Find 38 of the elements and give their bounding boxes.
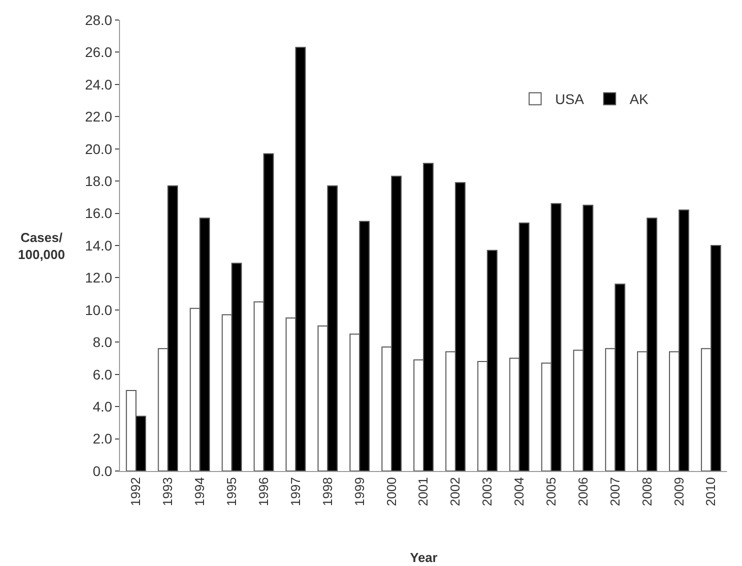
x-tick-label: 1995 bbox=[224, 477, 240, 506]
x-tick-label: 2000 bbox=[384, 477, 399, 506]
y-tick-label: 12.0 bbox=[84, 270, 112, 286]
y-tick-label: 6.0 bbox=[92, 366, 112, 382]
y-tick-label: 22.0 bbox=[84, 108, 112, 125]
y-tick-label: 16.0 bbox=[84, 205, 112, 222]
y-tick-label: 8.0 bbox=[92, 334, 112, 350]
x-tick-label: 2007 bbox=[607, 477, 622, 506]
y-tick-label: 0.0 bbox=[92, 462, 112, 479]
x-tick-label: 2006 bbox=[575, 477, 590, 506]
x-tick-label: 1999 bbox=[352, 477, 367, 506]
y-tick-label: 26.0 bbox=[84, 44, 112, 60]
x-tick-label: 1998 bbox=[320, 477, 335, 506]
x-tick-label: 2003 bbox=[480, 477, 495, 506]
y-tick-label: 28.0 bbox=[84, 12, 112, 28]
y-tick-label: 10.0 bbox=[84, 302, 112, 318]
x-tick-label: 2009 bbox=[671, 477, 686, 506]
y-tick-label: 4.0 bbox=[92, 398, 112, 414]
x-tick-label: 1994 bbox=[192, 477, 208, 506]
legend-label: USA bbox=[555, 91, 585, 108]
y-axis-title: Cases/ 100,000 bbox=[18, 230, 65, 262]
x-tick-label: 1996 bbox=[256, 477, 271, 506]
y-tick-label: 14.0 bbox=[84, 237, 112, 254]
y-tick-label: 18.0 bbox=[84, 172, 112, 189]
x-tick-label: 1992 bbox=[128, 477, 144, 506]
x-tick-label: 2010 bbox=[703, 477, 718, 506]
x-tick-label: 1997 bbox=[288, 477, 303, 506]
x-tick-label: 2001 bbox=[416, 477, 431, 506]
x-tick-label: 2008 bbox=[639, 477, 654, 506]
x-tick-label: 2004 bbox=[512, 477, 527, 506]
y-tick-label: 20.0 bbox=[84, 140, 112, 157]
x-tick-label: 2005 bbox=[544, 477, 559, 506]
y-tick-label: 2.0 bbox=[92, 430, 112, 447]
legend-label: AK bbox=[630, 91, 649, 108]
x-tick-label: 1993 bbox=[160, 477, 176, 506]
x-axis-title: Year bbox=[410, 550, 438, 565]
y-tick-label: 24.0 bbox=[84, 76, 112, 92]
x-tick-label: 2002 bbox=[448, 477, 463, 506]
